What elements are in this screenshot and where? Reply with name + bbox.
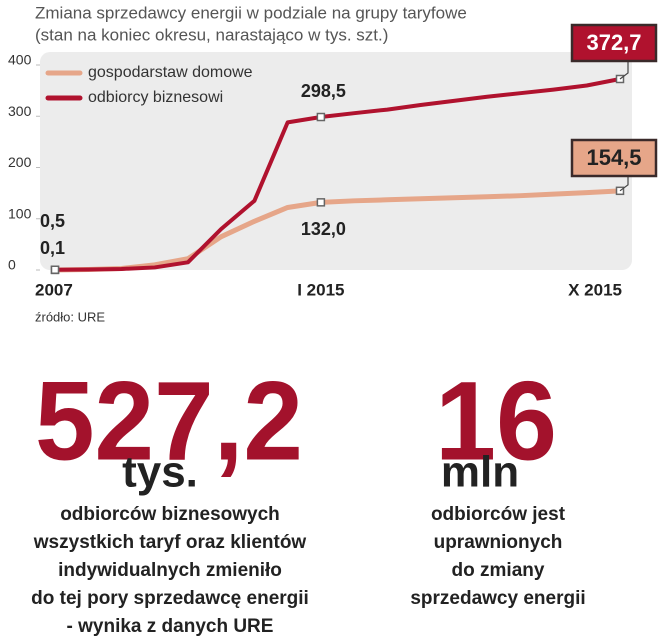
x-tick-label: 2007: [35, 280, 73, 299]
stat-description: odbiorców jest: [431, 504, 566, 525]
y-tick-label: 0: [8, 257, 16, 273]
point-marker: [50, 265, 60, 274]
value-label: 0,5: [40, 211, 65, 231]
value-label: 298,5: [301, 81, 346, 101]
source: źródło: URE: [35, 309, 105, 324]
x-tick-label: X 2015: [568, 280, 622, 299]
series-line: [54, 77, 621, 272]
chart-title: Zmiana sprzedawcy energii w podziale na …: [35, 3, 467, 22]
label-box: [570, 23, 658, 63]
y-tick-label: 300: [8, 103, 32, 119]
stat-description: wszystkich taryf oraz klientów: [33, 532, 307, 553]
stat-description: do tej pory sprzedawcę energii: [31, 588, 309, 609]
y-tick-label: 200: [8, 154, 32, 170]
label-box: [570, 138, 658, 178]
value-label: 154,5: [586, 145, 641, 170]
x-tick-label: I 2015: [297, 280, 344, 299]
legend-label: gospodarstaw domowe: [88, 64, 253, 81]
legend-label: odbiorcy biznesowi: [88, 89, 223, 106]
stat-unit: tys.: [122, 448, 198, 497]
point-marker: [316, 112, 326, 122]
stat-number: 527,2: [35, 359, 303, 484]
value-label: 372,7: [586, 30, 641, 55]
value-label: 0,1: [40, 238, 65, 258]
y-tick-label: 100: [8, 205, 32, 221]
stat-unit: mln: [441, 448, 519, 497]
stat-number: 16: [435, 359, 557, 484]
plot-background: [40, 52, 632, 270]
series-line: [54, 188, 621, 273]
stat-description: uprawnionych: [434, 532, 563, 553]
chart-subtitle: (stan na koniec okresu, narastająco w ty…: [35, 25, 388, 44]
stat-description: do zmiany: [452, 560, 545, 581]
stat-description: indywidualnych zmieniło: [58, 560, 282, 581]
value-label: 132,0: [301, 219, 346, 239]
stat-description: odbiorców biznesowych: [60, 504, 280, 525]
point-marker: [316, 198, 326, 207]
stat-description: sprzedawcy energii: [410, 588, 585, 609]
stat-description: - wynika z danych URE: [67, 616, 274, 637]
y-tick-label: 400: [8, 52, 32, 68]
